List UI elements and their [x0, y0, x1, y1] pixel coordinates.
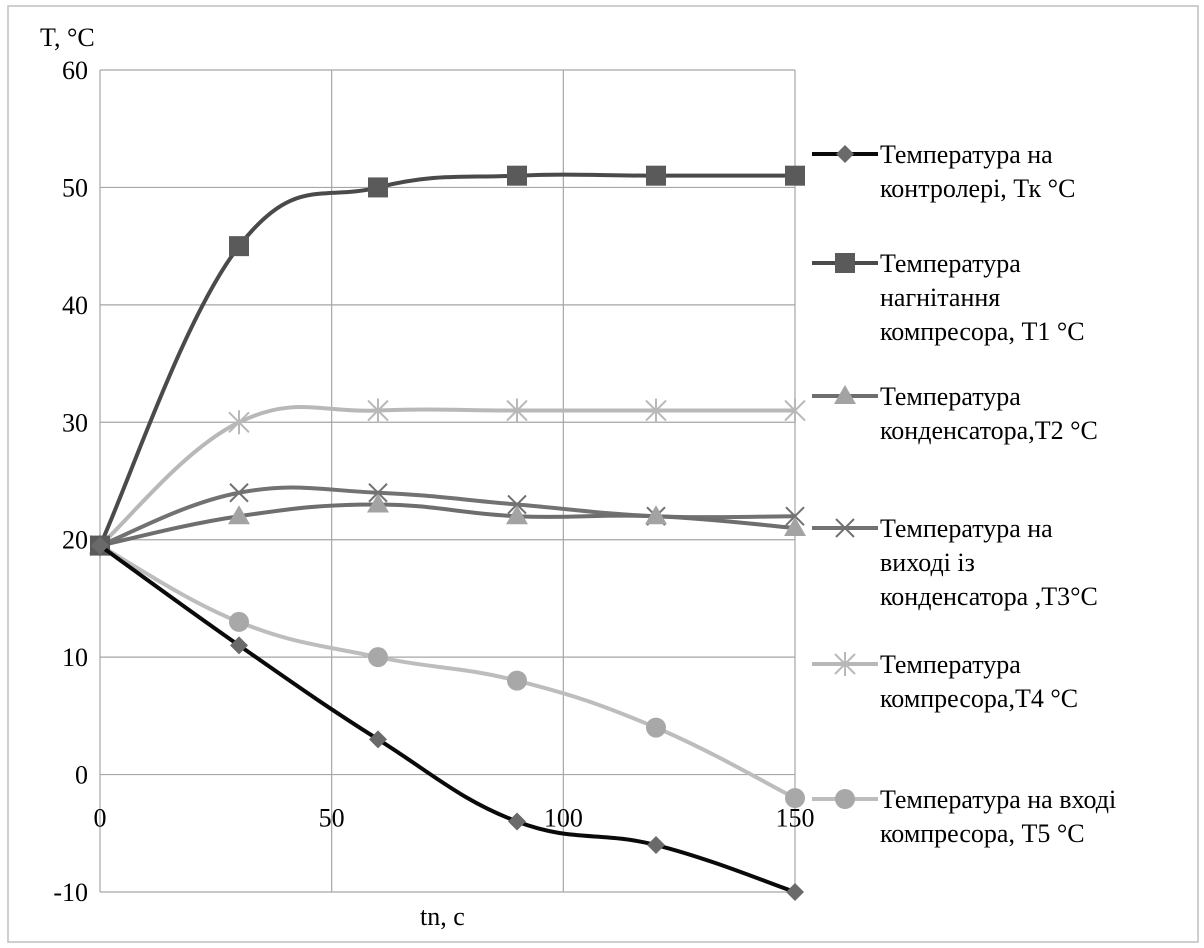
legend-label-3-line-1: виході із [880, 548, 975, 577]
series-5-point-4 [646, 717, 666, 738]
series-0 [91, 536, 804, 901]
series-5-point-5 [785, 788, 805, 809]
series-0-point-5 [786, 883, 804, 901]
legend-label-1-line-2: компресора, Т1 °С [880, 317, 1085, 346]
series-1-point-5 [785, 165, 805, 186]
series-2-point-5 [784, 516, 806, 536]
y-tick-label-1: 0 [75, 761, 88, 790]
series [89, 165, 806, 901]
legend-label-2-line-1: конденсатора,Т2 °С [880, 416, 1098, 445]
series-2-point-4 [645, 505, 667, 525]
y-axis-title: T, °C [40, 23, 95, 52]
series-0-point-1 [230, 636, 248, 655]
grid [99, 69, 796, 893]
x-tick-label-0: 0 [94, 804, 107, 833]
legend-item-4: Температура компресора,Т4 °С [812, 650, 1078, 713]
legend-label-3-line-0: Температура на [880, 514, 1053, 543]
x-tick-label-1: 50 [319, 804, 345, 833]
legend-marker-5 [835, 789, 855, 809]
series-4-point-2 [367, 398, 389, 423]
legend-item-0: Температура на контролері, Тк °С [812, 140, 1075, 203]
series-5-point-2 [368, 647, 388, 668]
chart-frame [7, 5, 1199, 943]
y-tick-label-7: 60 [62, 56, 88, 85]
tick-labels: -10 0 10 20 30 40 50 60 0 50 100 150 [53, 56, 814, 907]
series-2-point-1 [228, 505, 250, 525]
y-tick-label-5: 40 [62, 291, 88, 320]
legend-label-5-line-1: компресора, Т5 °С [880, 819, 1085, 848]
legend-item-5: Температура на вході компресора, Т5 °С [812, 785, 1116, 848]
legend-label-2-line-0: Температура [880, 382, 1021, 411]
series-1-point-2 [368, 177, 388, 198]
legend-label-0-line-0: Температура на [880, 140, 1053, 169]
y-tick-label-0: -10 [53, 878, 88, 907]
series-2-point-3 [506, 505, 528, 525]
series-2-point-2 [367, 493, 389, 513]
series-4-point-3 [506, 398, 528, 423]
series-line-0 [98, 543, 796, 894]
series-0-point-0 [91, 536, 109, 555]
series-1 [90, 165, 805, 556]
series-0-point-4 [647, 836, 665, 855]
y-tick-label-6: 50 [62, 173, 88, 202]
x-tick-label-2: 100 [544, 804, 583, 833]
series-line-2 [99, 502, 796, 548]
legend-item-2: Температура конденсатора,Т2 °С [812, 382, 1098, 445]
legend-marker-4 [834, 652, 856, 676]
legend-label-1-line-0: Температура [880, 249, 1021, 278]
series-line-4 [98, 405, 795, 548]
legend-marker-0 [836, 145, 854, 163]
legend-item-1: Температура нагнітання компресора, Т1 °С [812, 249, 1085, 346]
series-5-point-3 [507, 670, 527, 691]
legend-label-0-line-1: контролері, Тк °С [880, 174, 1075, 203]
series-4-point-5 [784, 398, 806, 423]
legend-label-1-line-1: нагнітання [880, 283, 1000, 312]
y-tick-label-4: 30 [62, 408, 88, 437]
series-3-point-5 [785, 506, 805, 526]
series-1-point-3 [507, 165, 527, 186]
series-3-point-3 [507, 494, 527, 515]
series-4-point-4 [645, 398, 667, 423]
legend-marker-2 [834, 385, 856, 404]
legend-marker-3 [835, 518, 855, 538]
legend-marker-1 [835, 253, 855, 273]
legend-label-3-line-2: конденсатора ,Т3°С [880, 582, 1098, 611]
series-3-point-2 [368, 483, 388, 503]
x-tick-label-3: 150 [776, 804, 815, 833]
y-tick-label-2: 10 [62, 643, 88, 672]
legend-label-5-line-0: Температура на вході [880, 785, 1116, 814]
series-line-5 [99, 543, 796, 800]
legend-label-4-line-1: компресора,Т4 °С [880, 684, 1078, 713]
series-1-point-1 [229, 236, 249, 257]
series-2 [89, 493, 806, 554]
series-4-point-1 [228, 410, 250, 435]
x-axis-title: tn, c [420, 902, 465, 931]
series-3-point-1 [229, 483, 249, 503]
legend-item-3: Температура на виході із конденсатора ,Т3°… [812, 514, 1098, 611]
series-0-point-3 [508, 812, 526, 831]
legend-label-4-line-0: Температура [880, 650, 1021, 679]
series-0-point-2 [369, 730, 387, 749]
series-1-point-4 [646, 165, 666, 186]
y-tick-label-3: 20 [62, 526, 88, 555]
series-5-point-1 [229, 611, 249, 632]
